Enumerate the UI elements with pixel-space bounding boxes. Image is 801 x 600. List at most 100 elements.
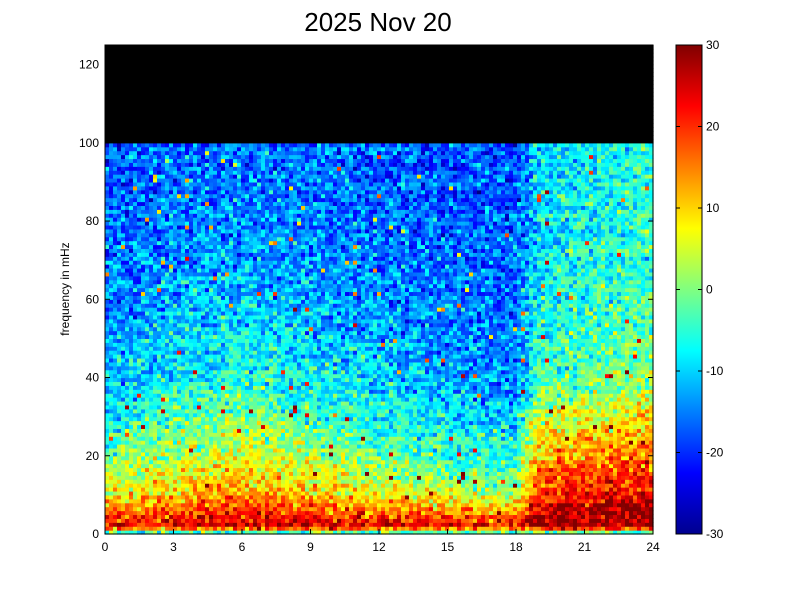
heatmap-cell xyxy=(109,314,114,320)
heatmap-cell xyxy=(257,502,262,508)
heatmap-cell xyxy=(113,295,118,300)
heatmap-cell xyxy=(221,311,226,316)
heatmap-cell xyxy=(221,95,226,101)
heatmap-cell xyxy=(237,158,242,163)
heatmap-cell xyxy=(121,256,126,261)
heatmap-cell xyxy=(137,115,142,120)
heatmap-cell xyxy=(141,174,146,179)
heatmap-cell xyxy=(225,322,230,328)
heatmap-cell xyxy=(205,181,210,187)
heatmap-cell xyxy=(157,420,162,426)
heatmap-cell xyxy=(213,354,218,359)
heatmap-cell xyxy=(137,397,142,402)
heatmap-cell xyxy=(117,338,122,343)
heatmap-cell xyxy=(225,271,230,277)
heatmap-cell xyxy=(137,224,142,230)
heatmap-cell xyxy=(125,138,130,144)
heatmap-cell xyxy=(177,361,182,367)
heatmap-cell xyxy=(209,197,214,203)
heatmap-cell xyxy=(137,84,142,89)
heatmap-cell xyxy=(205,506,210,512)
heatmap-cell xyxy=(129,95,134,101)
heatmap-cell xyxy=(117,68,122,73)
heatmap-cell xyxy=(241,76,246,81)
heatmap-cell xyxy=(117,99,122,105)
heatmap-cell xyxy=(161,490,166,496)
heatmap-cell xyxy=(109,181,114,187)
heatmap-cell xyxy=(197,404,202,410)
heatmap-cell xyxy=(109,205,114,210)
heatmap-cell xyxy=(253,72,258,77)
heatmap-cell xyxy=(105,185,110,191)
heatmap-cell xyxy=(121,181,126,187)
heatmap-cell xyxy=(177,526,182,531)
heatmap-cell xyxy=(133,232,138,238)
heatmap-cell xyxy=(257,444,262,449)
heatmap-cell xyxy=(197,475,202,480)
heatmap-cell xyxy=(173,248,178,253)
heatmap-cell xyxy=(141,381,146,386)
heatmap-cell xyxy=(253,84,258,89)
heatmap-cell xyxy=(169,526,174,531)
heatmap-cell xyxy=(161,330,166,336)
heatmap-cell xyxy=(133,483,138,488)
heatmap-cell xyxy=(149,99,154,105)
heatmap-cell xyxy=(193,283,198,289)
heatmap-cell xyxy=(189,357,194,363)
heatmap-cell xyxy=(137,307,142,312)
heatmap-cell xyxy=(137,400,142,406)
heatmap-cell xyxy=(217,342,222,347)
heatmap-cell xyxy=(145,502,150,508)
heatmap-cell xyxy=(105,68,110,73)
heatmap-cell xyxy=(233,502,238,508)
heatmap-cell xyxy=(149,236,154,242)
heatmap-cell xyxy=(221,154,226,160)
heatmap-cell xyxy=(105,256,110,261)
heatmap-cell xyxy=(205,424,210,429)
heatmap-cell xyxy=(237,451,242,457)
heatmap-cell xyxy=(237,209,242,214)
heatmap-cell xyxy=(241,166,246,171)
heatmap-cell xyxy=(249,72,254,77)
heatmap-cell xyxy=(177,64,182,70)
heatmap-cell xyxy=(209,162,214,167)
heatmap-cell xyxy=(221,236,226,242)
heatmap-cell xyxy=(177,475,182,480)
heatmap-cell xyxy=(141,209,146,214)
heatmap-cell xyxy=(109,279,114,285)
heatmap-cell xyxy=(193,275,198,281)
heatmap-cell xyxy=(129,510,134,516)
heatmap-cell xyxy=(149,158,154,163)
heatmap-cell xyxy=(121,314,126,320)
heatmap-cell xyxy=(217,80,222,85)
heatmap-cell xyxy=(245,467,250,473)
heatmap-cell xyxy=(133,487,138,492)
heatmap-cell xyxy=(181,385,186,390)
heatmap-cell xyxy=(197,412,202,418)
heatmap-cell xyxy=(113,64,118,70)
heatmap-cell xyxy=(129,131,134,136)
heatmap-cell xyxy=(229,314,234,320)
heatmap-cell xyxy=(241,279,246,285)
heatmap-cell xyxy=(113,267,118,273)
heatmap-cell xyxy=(153,256,158,261)
heatmap-cell xyxy=(169,455,174,461)
heatmap-cell xyxy=(141,99,146,105)
heatmap-cell xyxy=(257,416,262,422)
heatmap-cell xyxy=(153,115,158,120)
heatmap-cell xyxy=(257,365,262,371)
heatmap-cell xyxy=(241,385,246,390)
heatmap-cell xyxy=(141,357,146,363)
heatmap-cell xyxy=(213,455,218,461)
heatmap-cell xyxy=(165,346,170,351)
heatmap-cell xyxy=(113,447,118,453)
heatmap-cell xyxy=(161,463,166,469)
heatmap-cell xyxy=(161,506,166,512)
heatmap-cell xyxy=(257,267,262,273)
heatmap-cell xyxy=(121,95,126,101)
heatmap-cell xyxy=(197,463,202,469)
heatmap-cell xyxy=(169,119,174,124)
heatmap-cell xyxy=(117,181,122,187)
heatmap-cell xyxy=(261,279,266,285)
heatmap-cell xyxy=(121,150,126,156)
